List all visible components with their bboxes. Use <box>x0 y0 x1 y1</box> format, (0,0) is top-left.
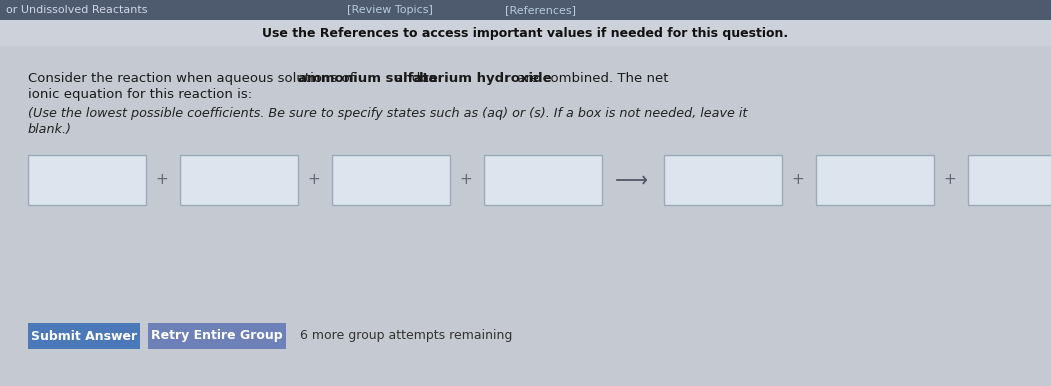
Text: ionic equation for this reaction is:: ionic equation for this reaction is: <box>28 88 252 101</box>
Text: [References]: [References] <box>504 5 576 15</box>
Bar <box>148 323 286 349</box>
Bar <box>968 155 1051 205</box>
Text: (Use the lowest possible coefficients. Be sure to specify states such as (aq) or: (Use the lowest possible coefficients. B… <box>28 107 747 120</box>
Bar <box>332 155 450 205</box>
Text: +: + <box>308 173 321 188</box>
Bar <box>180 155 298 205</box>
Text: Use the References to access important values if needed for this question.: Use the References to access important v… <box>262 27 788 39</box>
Text: blank.): blank.) <box>28 123 73 136</box>
Text: or Undissolved Reactants: or Undissolved Reactants <box>6 5 147 15</box>
Text: Submit Answer: Submit Answer <box>30 330 137 342</box>
Text: +: + <box>791 173 804 188</box>
Text: Consider the reaction when aqueous solutions of: Consider the reaction when aqueous solut… <box>28 72 358 85</box>
Text: barium hydroxide: barium hydroxide <box>419 72 552 85</box>
Text: [Review Topics]: [Review Topics] <box>347 5 433 15</box>
Bar <box>485 155 602 205</box>
Text: and: and <box>391 72 425 85</box>
Text: are combined. The net: are combined. The net <box>513 72 668 85</box>
Bar <box>664 155 782 205</box>
Bar <box>28 323 140 349</box>
Bar <box>816 155 934 205</box>
Text: +: + <box>459 173 472 188</box>
Text: Retry Entire Group: Retry Entire Group <box>151 330 283 342</box>
Bar <box>0 0 1051 20</box>
Bar <box>28 155 146 205</box>
Bar <box>0 20 1051 46</box>
Text: ammonium sulfate: ammonium sulfate <box>297 72 437 85</box>
Text: 6 more group attempts remaining: 6 more group attempts remaining <box>300 330 513 342</box>
Text: +: + <box>156 173 168 188</box>
Text: +: + <box>944 173 956 188</box>
